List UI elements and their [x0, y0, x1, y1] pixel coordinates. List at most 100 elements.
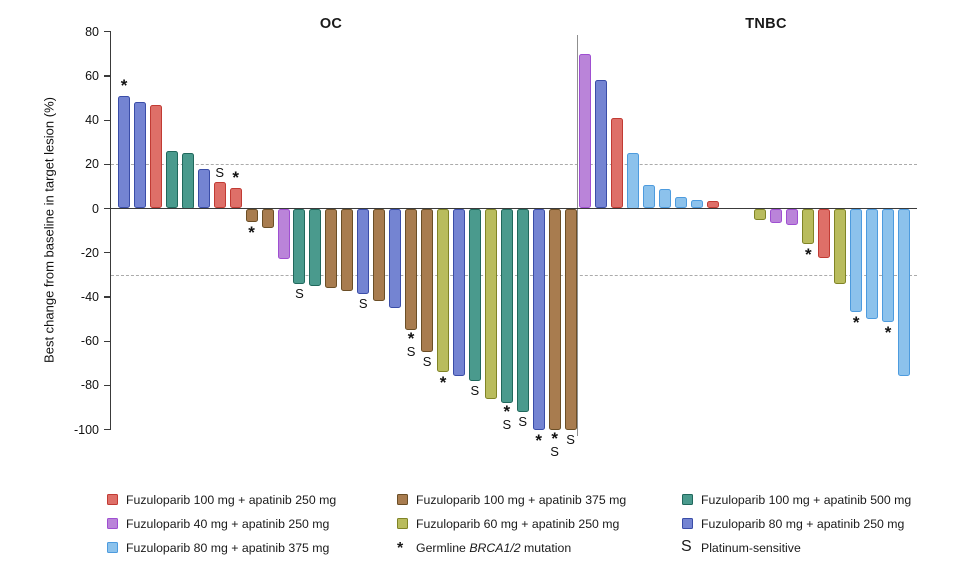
- bar: [642, 185, 655, 209]
- bar: [229, 187, 242, 209]
- legend-label: Fuzuloparib 80 mg + apatinib 375 mg: [126, 541, 330, 555]
- y-tick-mark: [104, 163, 111, 165]
- bar: [181, 153, 194, 209]
- panel-title-tnbc: TNBC: [745, 16, 787, 32]
- bar: [421, 208, 434, 353]
- y-tick-label: 60: [85, 68, 99, 83]
- bar: [532, 208, 545, 430]
- brca-mutation-mark: *: [407, 329, 415, 349]
- bar: [165, 151, 178, 209]
- bar: [277, 208, 290, 260]
- y-tick-mark: [104, 296, 111, 298]
- brca-mutation-mark: *: [884, 323, 892, 343]
- bar: [786, 208, 799, 226]
- y-tick-label: 40: [85, 113, 99, 128]
- bar: [245, 208, 258, 222]
- bar: [405, 208, 418, 331]
- legend-swatch: [682, 494, 693, 505]
- legend-label: Fuzuloparib 100 mg + apatinib 250 mg: [126, 493, 337, 507]
- bar: [594, 80, 607, 209]
- brca-mutation-mark: *: [120, 75, 128, 95]
- platinum-sensitive-mark: S: [406, 344, 416, 360]
- legend-label: Germline BRCA1/2 mutation: [416, 541, 572, 555]
- platinum-sensitive-symbol: S: [681, 538, 692, 555]
- bar: [610, 117, 623, 209]
- y-tick-mark: [104, 119, 111, 121]
- brca-mutation-mark: *: [535, 430, 542, 450]
- y-tick-mark: [104, 75, 111, 77]
- legend-label: Fuzuloparib 60 mg + apatinib 250 mg: [416, 517, 620, 531]
- bar: [437, 208, 449, 373]
- brca-mutation-mark: *: [232, 167, 239, 187]
- bar: [658, 188, 671, 209]
- bar: [754, 208, 767, 220]
- legend-swatch: [682, 518, 693, 529]
- bar: [564, 208, 577, 430]
- bar: [341, 208, 354, 292]
- bar: [500, 208, 513, 403]
- bar: [516, 208, 529, 412]
- platinum-sensitive-mark: S: [518, 413, 528, 429]
- bar: [133, 102, 146, 209]
- y-tick-label: 20: [85, 157, 99, 172]
- bar: [484, 208, 497, 399]
- bar: [452, 208, 465, 377]
- reference-line--30: [111, 274, 917, 276]
- platinum-sensitive-mark: S: [358, 295, 368, 311]
- bar: [579, 53, 591, 209]
- brca-mutation-mark: *: [248, 222, 255, 242]
- legend-swatch: [107, 494, 118, 505]
- bar: [770, 208, 783, 223]
- bar: [866, 208, 879, 319]
- panel-separator: [577, 35, 579, 436]
- bar: [325, 208, 338, 289]
- platinum-sensitive-mark: S: [215, 164, 225, 180]
- platinum-sensitive-mark: S: [295, 285, 304, 301]
- legend-label: Fuzuloparib 40 mg + apatinib 250 mg: [126, 517, 330, 531]
- y-tick-label: -60: [80, 334, 99, 349]
- brca-mutation-symbol: *: [397, 540, 404, 557]
- legend-swatch: [397, 518, 408, 529]
- legend-swatch: [107, 518, 118, 529]
- y-tick-label: -100: [73, 422, 99, 437]
- bar: [197, 168, 210, 209]
- y-tick-mark: [104, 252, 111, 254]
- y-tick-mark: [104, 428, 111, 431]
- bar: [118, 95, 130, 209]
- brca-mutation-mark: *: [551, 428, 558, 448]
- legend-label: Fuzuloparib 100 mg + apatinib 500 mg: [701, 493, 912, 507]
- bar: [548, 208, 561, 430]
- brca-mutation-mark: *: [439, 373, 447, 393]
- zero-baseline: [109, 207, 917, 210]
- y-axis-line: [109, 31, 112, 430]
- bar: [898, 208, 910, 377]
- bar: [834, 208, 847, 284]
- y-axis-title: Best change from baseline in target lesi…: [41, 97, 57, 363]
- legend-swatch: [107, 542, 118, 553]
- legend-label: Fuzuloparib 100 mg + apatinib 375 mg: [416, 493, 627, 507]
- platinum-sensitive-mark: S: [422, 354, 432, 370]
- bar: [261, 208, 274, 229]
- brca-mutation-mark: *: [503, 401, 511, 421]
- bar: [213, 181, 226, 209]
- brca-mutation-mark: *: [804, 244, 812, 264]
- platinum-sensitive-mark: S: [502, 416, 512, 432]
- y-tick-label: -80: [80, 378, 99, 393]
- reference-line-20: [111, 164, 917, 166]
- y-tick-mark: [104, 31, 111, 33]
- y-tick-mark: [104, 340, 111, 342]
- platinum-sensitive-mark: S: [470, 382, 480, 398]
- bar: [850, 208, 863, 313]
- bar: [149, 104, 162, 209]
- bar: [882, 208, 895, 323]
- bar: [389, 208, 402, 308]
- bar: [468, 208, 481, 381]
- y-tick-mark: [104, 207, 111, 210]
- bar: [357, 208, 370, 294]
- y-tick-label: -20: [80, 245, 99, 260]
- bar: [293, 208, 306, 284]
- y-tick-label: 0: [92, 201, 99, 216]
- bar: [626, 153, 639, 209]
- y-tick-label: -40: [80, 289, 99, 304]
